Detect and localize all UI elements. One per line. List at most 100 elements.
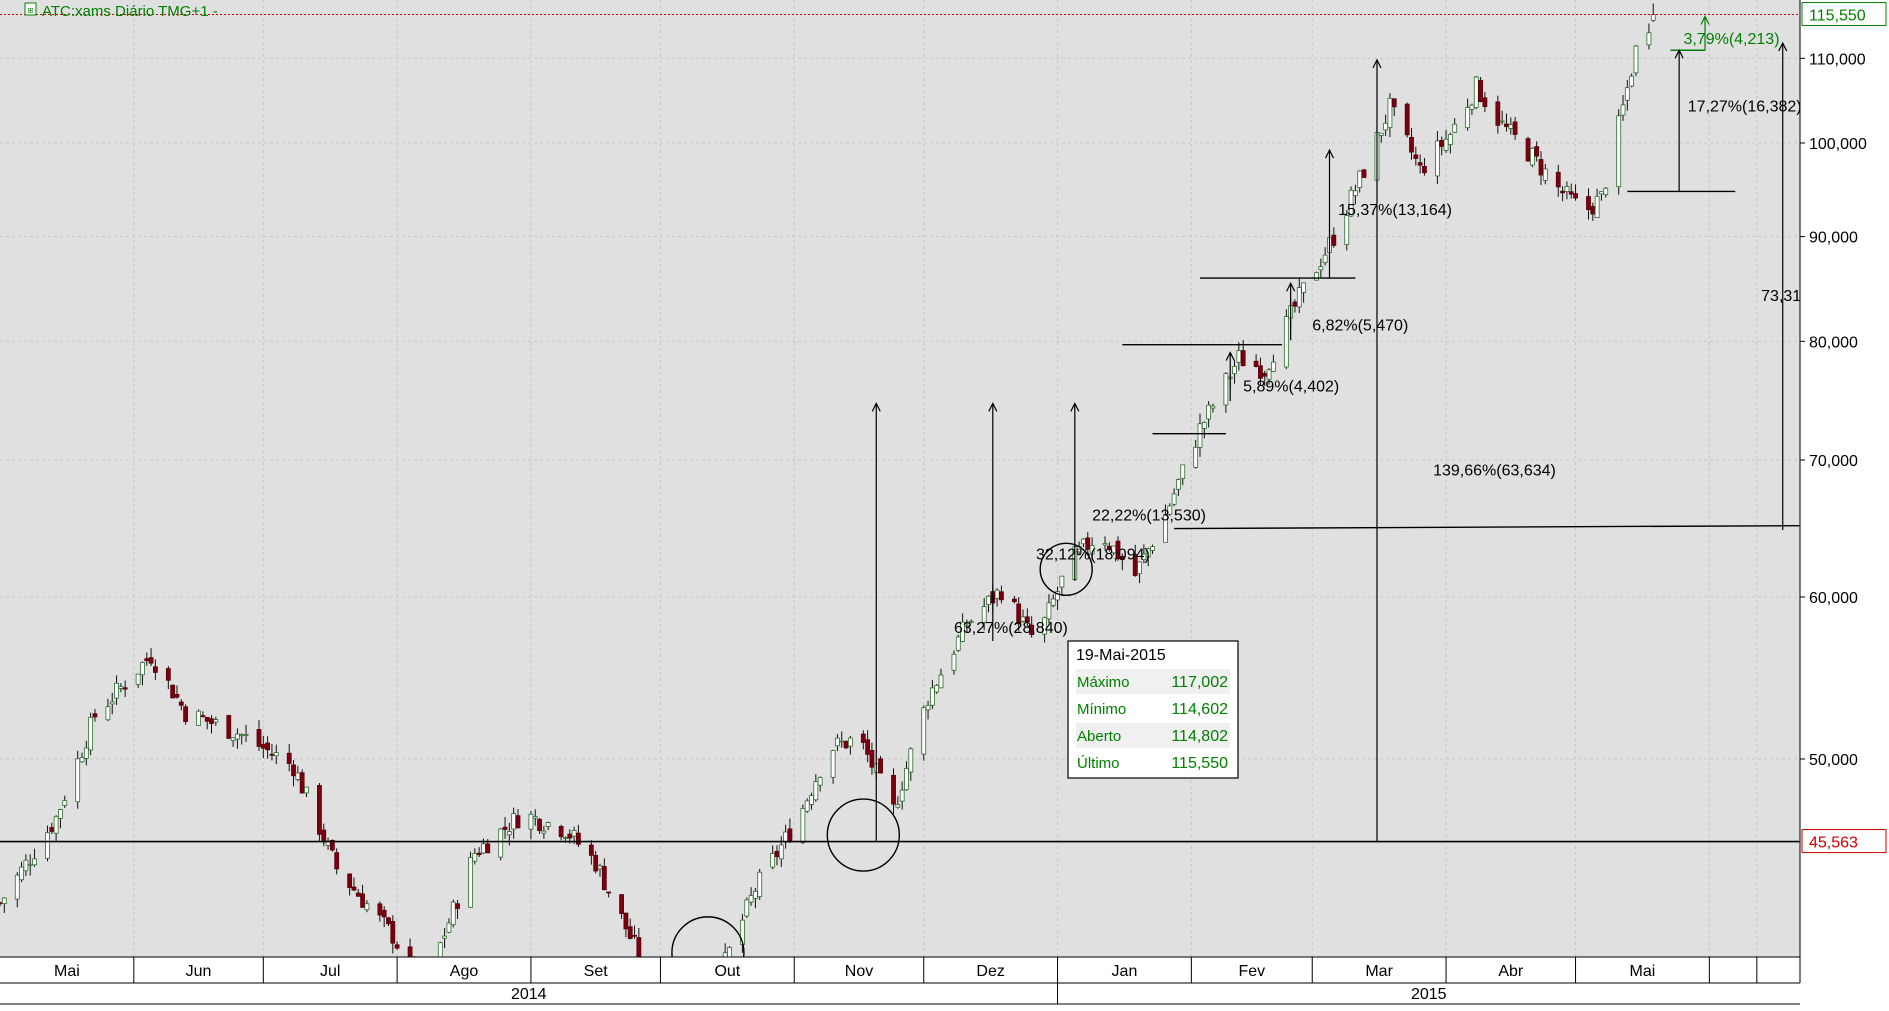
candle-down [1512, 121, 1518, 135]
measure-arrow-head [988, 402, 998, 412]
candle-down [1258, 365, 1263, 379]
measure-label: 17,27%(16,382) [1688, 99, 1802, 116]
level-line[interactable] [1174, 524, 1822, 530]
candle-up [986, 595, 991, 605]
month-label: Dez [976, 963, 1004, 980]
candle-up [88, 716, 94, 751]
measure-arrow-head [1070, 402, 1080, 412]
candle-down [1253, 360, 1259, 367]
candle-down [1404, 103, 1410, 136]
candle-up [1055, 591, 1060, 601]
candle-down [92, 713, 98, 718]
info-field-value: 115,550 [1171, 755, 1228, 772]
candle-up [1646, 32, 1652, 46]
candle-up [908, 748, 914, 773]
candle-up [506, 831, 512, 836]
candle-up [32, 858, 37, 866]
candle-up [528, 813, 534, 830]
candle-down [1495, 101, 1501, 126]
candle-up [114, 682, 119, 699]
candle-up [14, 874, 20, 900]
candle-down [291, 764, 296, 777]
candle-up [1102, 543, 1108, 546]
price-axis[interactable] [1800, 0, 1889, 957]
info-field-value: 114,602 [1171, 701, 1228, 718]
candle-up [925, 704, 931, 711]
measure-arrow-head [871, 402, 881, 412]
highlight-circle[interactable] [826, 798, 901, 872]
candle-up [83, 747, 89, 759]
candle-down [627, 926, 633, 939]
candle-up [994, 589, 1000, 599]
candle-down [1555, 171, 1561, 188]
time-axis[interactable] [0, 957, 1889, 1006]
candle-up [27, 863, 33, 866]
candle-up [1296, 287, 1302, 308]
candle-up [135, 673, 141, 685]
candle-up [511, 813, 517, 830]
candle-down [269, 753, 275, 756]
candle-down [183, 706, 189, 723]
candle-down [1586, 196, 1591, 211]
candle-up [58, 809, 63, 819]
candle-down [381, 909, 387, 918]
candle-down [200, 715, 206, 718]
candle-down [170, 684, 176, 699]
candle-up [1163, 514, 1168, 543]
candle-down [619, 894, 624, 914]
chart-type-icon[interactable] [24, 2, 37, 16]
candle-down [209, 718, 214, 724]
month-label: Mar [1365, 963, 1393, 980]
candle-down [576, 832, 581, 845]
candle-up [75, 758, 81, 803]
candle-up [1352, 190, 1358, 196]
candle-up [140, 662, 145, 676]
candle-up [1499, 120, 1505, 123]
candle-down [869, 750, 875, 768]
year-label: 2014 [511, 986, 547, 1003]
candle-down [286, 752, 292, 764]
candle-down [226, 715, 232, 739]
candle-up [899, 789, 905, 802]
candle-down [1538, 159, 1544, 176]
candle-up [1283, 316, 1289, 368]
candle-down [1262, 372, 1268, 377]
candle-up [778, 844, 784, 860]
candle-down [1119, 555, 1125, 561]
candle-up [1452, 123, 1458, 133]
candle-up [1176, 479, 1181, 490]
candle-down [593, 854, 599, 872]
month-label: Ago [450, 963, 479, 980]
candle-down [1478, 79, 1483, 103]
candle-up [109, 701, 115, 705]
candle-up [442, 935, 448, 939]
candle-up [981, 606, 987, 623]
candle-down [515, 815, 521, 829]
candle-down [390, 921, 396, 944]
candle-up [1, 897, 7, 904]
month-label: Fev [1238, 963, 1265, 980]
measure-arrow-head [1778, 41, 1788, 52]
candle-up [1629, 75, 1635, 87]
candle-up [1171, 493, 1177, 505]
candle-up [235, 733, 240, 740]
candle-down [334, 852, 340, 870]
candle-up [53, 816, 59, 834]
y-tick-label: 100,000 [1809, 136, 1867, 153]
candle-up [1318, 266, 1324, 271]
candle-up [1378, 132, 1384, 136]
candle-down [1504, 123, 1509, 128]
candle-up [783, 831, 789, 843]
measure-label: 5,89%(4,402) [1243, 379, 1339, 396]
measure-arrow-head [1700, 15, 1710, 25]
month-label: Set [584, 963, 609, 980]
highlight-circle[interactable] [1039, 542, 1093, 596]
candle-down [878, 758, 883, 774]
measure-label: 15,37%(13,164) [1338, 202, 1452, 219]
candle-up [1435, 140, 1440, 177]
candle-up [19, 866, 24, 881]
chart-type-icon-glyph: ⊞ [28, 8, 34, 15]
candle-up [929, 687, 935, 706]
candle-down [865, 739, 871, 755]
